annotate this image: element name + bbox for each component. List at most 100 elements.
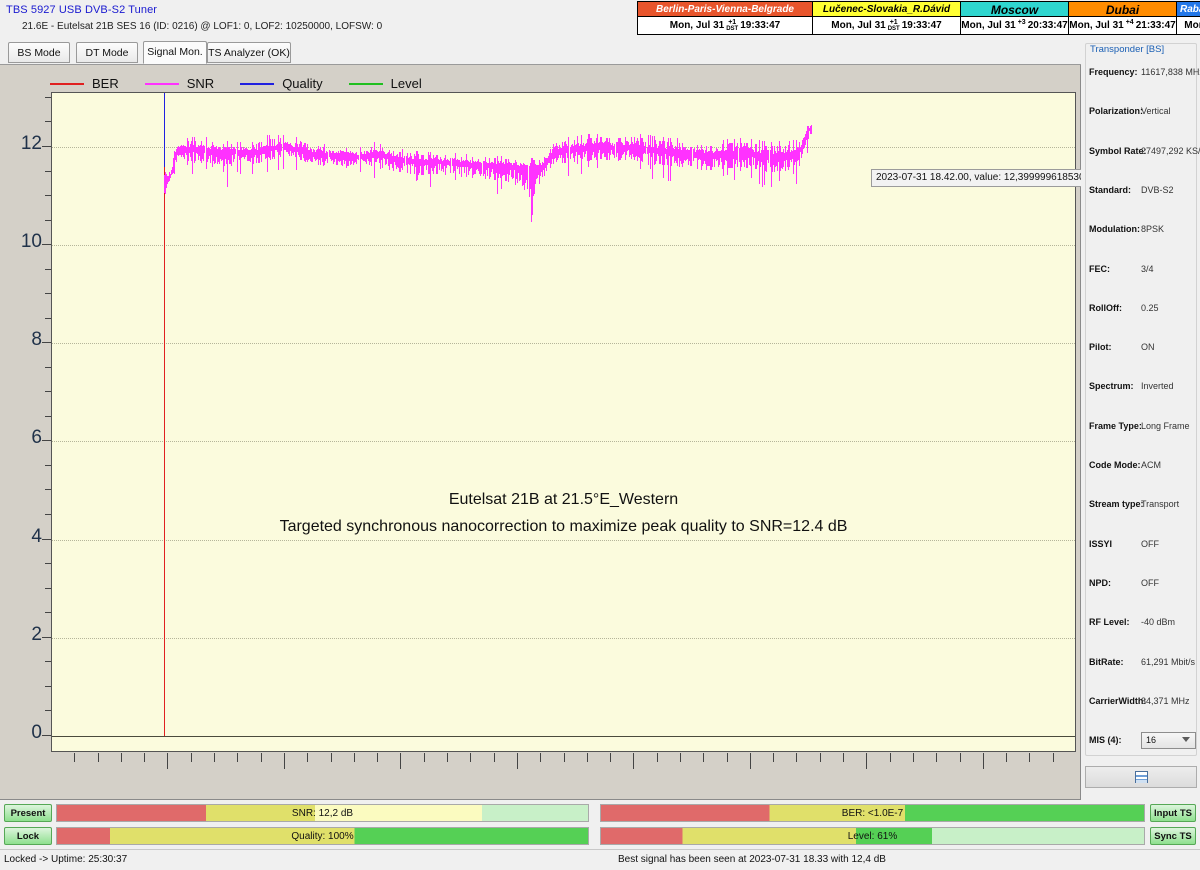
tab-bar: BS Mode DT Mode Signal Mon. TS Analyzer (OK… bbox=[0, 41, 1200, 65]
chevron-down-icon bbox=[1182, 737, 1190, 743]
signal-chart-plot[interactable]: Eutelsat 21B at 21.5°E_Western Targeted … bbox=[51, 92, 1076, 752]
legend-swatch-icon bbox=[348, 82, 383, 85]
x-axis-minor-tick bbox=[913, 753, 914, 762]
transponder-row: RollOff: 0.25 bbox=[1089, 303, 1197, 318]
clock-time-label: Mon, Jul 31+1 18:33:47 bbox=[1177, 17, 1200, 34]
x-axis-minor-tick bbox=[843, 753, 844, 762]
transponder-value: OFF bbox=[1141, 538, 1159, 549]
transponder-key: NPD: bbox=[1089, 577, 1111, 588]
meter-label: SNR: 12,2 dB bbox=[291, 807, 354, 819]
meter-label: Quality: 100% bbox=[291, 830, 354, 842]
save-log-button[interactable] bbox=[1085, 766, 1197, 788]
meter-chip-input-ts: Input TS bbox=[1150, 804, 1196, 822]
transponder-row: ISSYI OFF bbox=[1089, 539, 1197, 554]
x-axis-minor-tick bbox=[564, 753, 565, 762]
series-quality-marker bbox=[164, 93, 165, 167]
transponder-row: Code Mode: ACM bbox=[1089, 460, 1197, 475]
transponder-row: Polarization: Vertical bbox=[1089, 106, 1197, 121]
gridline bbox=[52, 245, 1075, 247]
transponder-row: Modulation: 8PSK bbox=[1089, 224, 1197, 239]
transponder-value: OFF bbox=[1141, 577, 1159, 588]
x-axis-minor-tick bbox=[98, 753, 99, 762]
transponder-value: -40 dBm bbox=[1141, 617, 1176, 628]
x-axis-minor-tick bbox=[144, 753, 145, 762]
legend-item-snr: SNR bbox=[144, 76, 215, 91]
legend-item-ber: BER bbox=[50, 76, 119, 91]
transponder-row: Spectrum: Inverted bbox=[1089, 381, 1197, 396]
legend-label: Level bbox=[390, 76, 422, 91]
transponder-value: ACM bbox=[1141, 460, 1161, 470]
legend-swatch-icon bbox=[240, 82, 275, 85]
transponder-value: 27497,292 KS/s bbox=[1141, 145, 1200, 156]
series-snr-trace bbox=[52, 93, 1075, 751]
x-axis-minor-tick bbox=[237, 753, 238, 762]
transponder-sidebar: Transponder [BS] Frequency: 11617,838 MHz… bbox=[1081, 41, 1200, 800]
y-axis-minor-tick bbox=[45, 268, 51, 270]
transponder-key: Code Mode: bbox=[1089, 460, 1141, 470]
x-axis-minor-tick bbox=[820, 753, 821, 762]
transponder-group-box bbox=[1085, 43, 1197, 756]
transponder-value: DVB-S2 bbox=[1141, 184, 1174, 195]
transponder-value: 61,291 Mbit/s bbox=[1141, 656, 1196, 667]
x-axis-minor-tick bbox=[960, 753, 961, 762]
y-axis-minor-tick bbox=[45, 170, 51, 172]
y-axis-minor-tick bbox=[45, 612, 51, 614]
y-axis-tick-label: 10 bbox=[20, 231, 42, 253]
y-axis-major-tick bbox=[42, 636, 51, 638]
x-axis-minor-tick bbox=[331, 753, 332, 762]
transponder-value: Vertical bbox=[1141, 106, 1171, 117]
transponder-key: BitRate: bbox=[1089, 656, 1124, 667]
x-axis-minor-tick bbox=[447, 753, 448, 762]
clock-city-label: Rabat-Casablanca-London bbox=[1177, 2, 1200, 17]
y-axis-tick-label: 0 bbox=[31, 721, 42, 743]
tab-ts-analyzer-ok[interactable]: TS Analyzer (OK) bbox=[207, 42, 291, 63]
series-ber-marker bbox=[164, 166, 165, 736]
meter-bar: BER: <1.0E-7 bbox=[600, 804, 1145, 822]
x-axis-minor-tick bbox=[214, 753, 215, 762]
x-axis-minor-tick bbox=[1029, 753, 1030, 762]
transponder-row: Symbol Rate: 27497,292 KS/s bbox=[1089, 145, 1200, 161]
satellite-info-line: 21.6E - Eutelsat 21B SES 16 (ID: 0216) @… bbox=[22, 21, 383, 32]
legend-item-level: Level bbox=[348, 76, 422, 91]
transponder-value: Inverted bbox=[1141, 381, 1174, 392]
meter-fill bbox=[601, 805, 1144, 821]
transponder-row: Frequency: 11617,838 MHz bbox=[1089, 67, 1200, 82]
transponder-row: Stream type: Transport bbox=[1089, 499, 1197, 514]
transponder-key: Stream type: bbox=[1089, 499, 1144, 510]
tab-dt-mode[interactable]: DT Mode bbox=[76, 42, 138, 63]
x-axis-minor-tick bbox=[610, 753, 611, 762]
gridline bbox=[52, 637, 1075, 639]
x-axis-minor-tick bbox=[890, 753, 891, 762]
x-axis-minor-tick bbox=[121, 753, 122, 762]
y-axis-tick-label: 12 bbox=[20, 132, 42, 154]
x-axis-major-tick bbox=[517, 753, 518, 769]
legend-label: BER bbox=[92, 76, 119, 91]
x-axis-minor-tick bbox=[261, 753, 262, 762]
y-axis-major-tick bbox=[42, 145, 51, 147]
legend-label: SNR bbox=[186, 76, 215, 91]
chart-annotation-line1: Eutelsat 21B at 21.5°E_Western bbox=[448, 491, 679, 508]
y-axis-tick-label: 4 bbox=[31, 525, 42, 547]
tab-bs-mode[interactable]: BS Mode bbox=[8, 42, 70, 63]
signal-monitor-panel: BER SNR Quality Level 0 2 4 6 8 10 12 Eutelsat 21… bbox=[0, 65, 1096, 800]
meter-bar: Quality: 100% bbox=[56, 827, 589, 845]
tab-signal-mon[interactable]: Signal Mon. bbox=[143, 41, 207, 64]
transponder-row: NPD: OFF bbox=[1089, 578, 1197, 593]
chart-legend: BER SNR Quality Level bbox=[50, 76, 422, 91]
clock-time-label: Mon, Jul 31 +1 DST 19:33:47 bbox=[813, 17, 960, 34]
transponder-value: 8PSK bbox=[1141, 224, 1165, 235]
transponder-row: CarrierWidth: 34,371 MHz bbox=[1089, 696, 1197, 711]
mis-selected-value: 16 bbox=[1146, 735, 1157, 746]
tab-separator bbox=[0, 64, 1200, 65]
transponder-value: ON bbox=[1141, 342, 1155, 353]
clock-city-label: Lučenec-Slovakia_R.Dávid bbox=[813, 2, 960, 17]
y-axis-minor-tick bbox=[45, 317, 51, 319]
mis-select[interactable]: 16 bbox=[1141, 732, 1196, 750]
meter-fill bbox=[601, 828, 933, 844]
transponder-value: 3/4 bbox=[1141, 263, 1154, 274]
x-axis-minor-tick bbox=[1006, 753, 1007, 762]
meter-chip-lock: Lock bbox=[4, 827, 52, 845]
meter-fill bbox=[57, 805, 315, 821]
transponder-key: RF Level: bbox=[1089, 617, 1130, 628]
